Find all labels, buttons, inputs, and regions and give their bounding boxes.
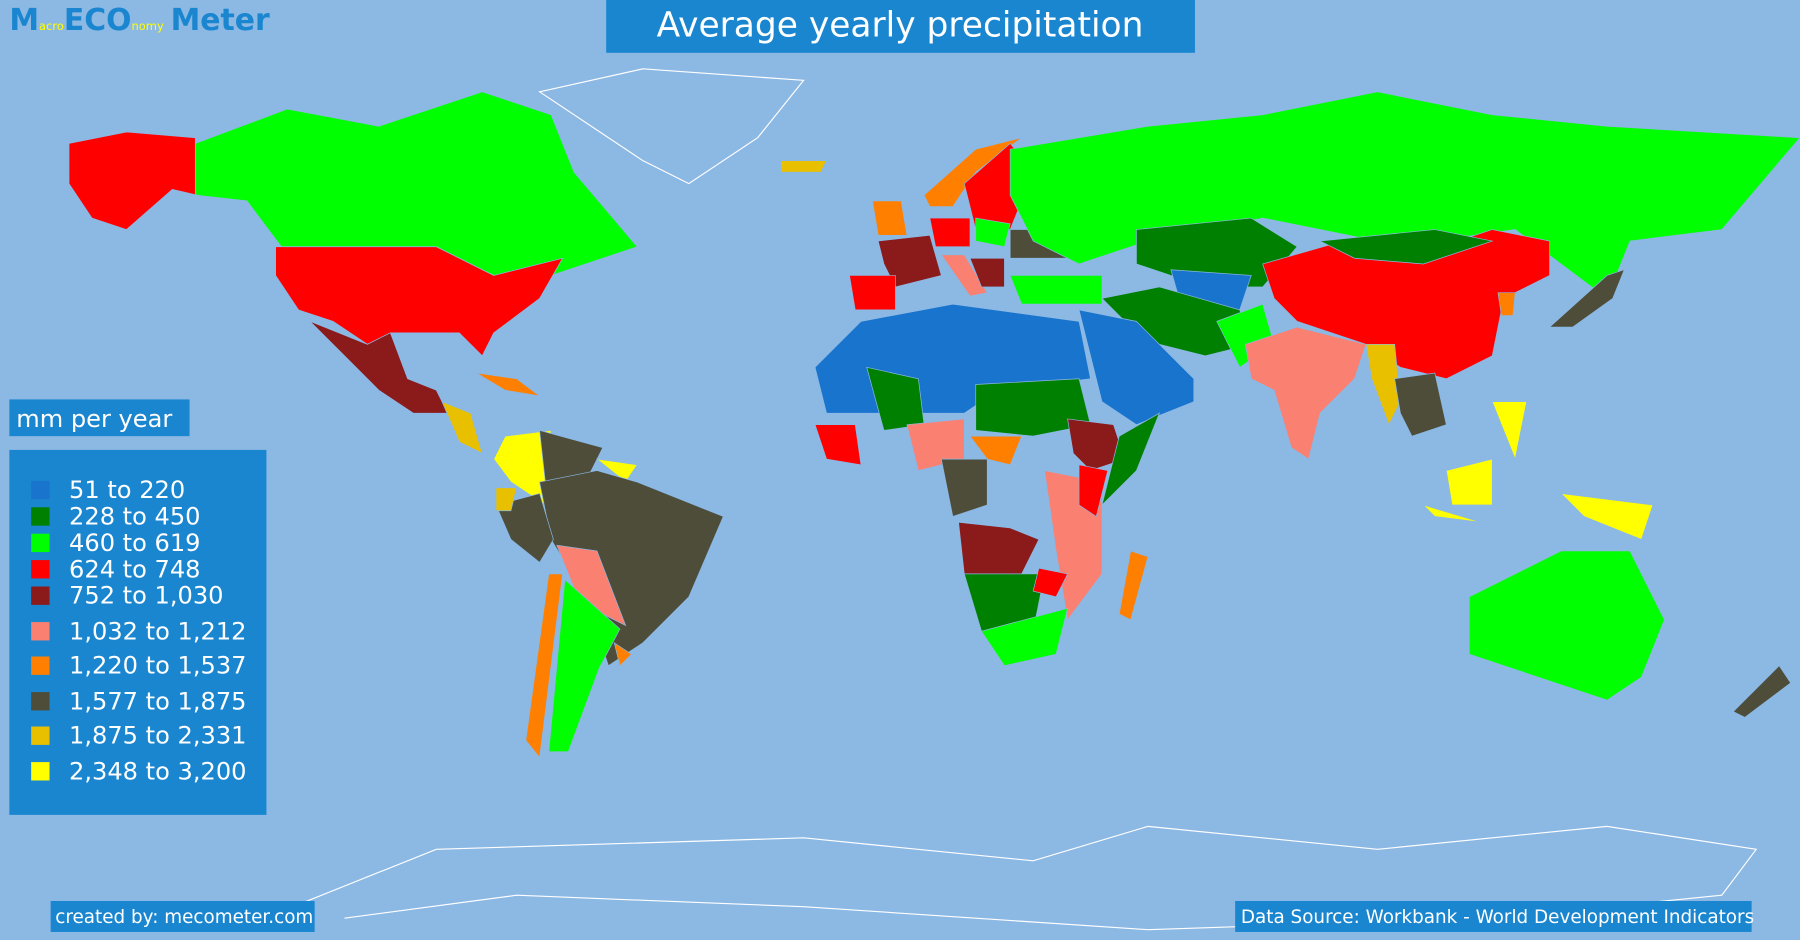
legend-label: 752 to 1,030	[69, 582, 223, 610]
country	[814, 424, 862, 466]
country	[969, 257, 1005, 288]
country	[441, 401, 483, 455]
country	[1009, 275, 1103, 305]
country	[1560, 493, 1654, 540]
country	[1078, 464, 1109, 518]
country	[1032, 567, 1069, 598]
antarctica	[263, 825, 1758, 931]
credit: created by: mecometer.com	[55, 907, 313, 928]
legend-label: 460 to 619	[69, 529, 200, 557]
legend-swatch	[31, 762, 50, 781]
country	[1009, 91, 1800, 299]
country	[1101, 412, 1161, 507]
country	[556, 544, 627, 627]
country	[495, 487, 518, 512]
legend-swatch	[31, 586, 50, 605]
country	[1548, 269, 1625, 328]
country	[595, 458, 638, 483]
country	[548, 578, 621, 753]
legend-label: 1,220 to 1,537	[69, 652, 246, 680]
country	[476, 372, 540, 397]
country	[849, 275, 896, 311]
logo-part: acro	[39, 19, 64, 33]
legend-box	[9, 449, 267, 815]
legend-label: 51 to 220	[69, 476, 185, 504]
logo-part: M	[9, 3, 39, 38]
country	[1732, 665, 1792, 718]
legend-label: 1,875 to 2,331	[69, 722, 246, 750]
legend-swatch	[31, 560, 50, 579]
country	[958, 521, 1040, 575]
country	[980, 607, 1069, 667]
legend-label: 624 to 748	[69, 555, 200, 583]
country	[525, 573, 563, 759]
country	[613, 641, 632, 667]
country	[1078, 309, 1195, 426]
country	[68, 131, 248, 230]
source: Data Source: Workbank - World Developmen…	[1241, 907, 1754, 928]
country	[1365, 343, 1401, 426]
legend-label: 2,348 to 3,200	[69, 757, 246, 785]
country	[780, 160, 828, 173]
country	[1245, 326, 1367, 460]
country	[1445, 458, 1493, 506]
logo-part: ECO	[64, 3, 132, 38]
legend-swatch	[31, 656, 50, 675]
country	[1118, 550, 1149, 621]
credit-box	[50, 900, 315, 932]
country	[194, 91, 638, 276]
title: Average yearly precipitation	[657, 6, 1144, 46]
country	[969, 435, 1023, 466]
title-box	[606, 0, 1195, 53]
countries	[68, 68, 1800, 931]
legend-title: mm per year	[16, 405, 172, 433]
legend-swatch	[31, 726, 50, 745]
country	[940, 458, 988, 517]
country	[1497, 292, 1516, 316]
country	[1468, 550, 1665, 701]
legend-swatch	[31, 507, 50, 526]
logo: MacroECOnomy Meter	[9, 3, 270, 38]
greenland	[538, 68, 805, 185]
country	[877, 234, 942, 288]
country	[275, 246, 564, 357]
country	[1491, 401, 1528, 461]
country	[975, 217, 1011, 248]
legend-title-box	[9, 399, 190, 437]
legend-swatch	[31, 480, 50, 500]
country	[1067, 418, 1126, 471]
logo-part: nomy	[131, 19, 163, 33]
legend-label: 228 to 450	[69, 503, 200, 531]
country	[1377, 458, 1481, 523]
country	[1318, 229, 1494, 265]
country	[975, 378, 1091, 437]
country	[872, 200, 908, 236]
country	[929, 217, 971, 248]
country	[940, 254, 988, 297]
legend-swatch	[31, 622, 50, 641]
legend-label: 1,577 to 1,875	[69, 687, 246, 715]
legend-label: 1,032 to 1,212	[69, 617, 246, 645]
country	[1394, 372, 1447, 437]
legend-swatch	[31, 533, 50, 553]
legend-swatch	[31, 692, 50, 711]
logo-part: Meter	[171, 3, 270, 38]
source-box	[1235, 900, 1752, 932]
